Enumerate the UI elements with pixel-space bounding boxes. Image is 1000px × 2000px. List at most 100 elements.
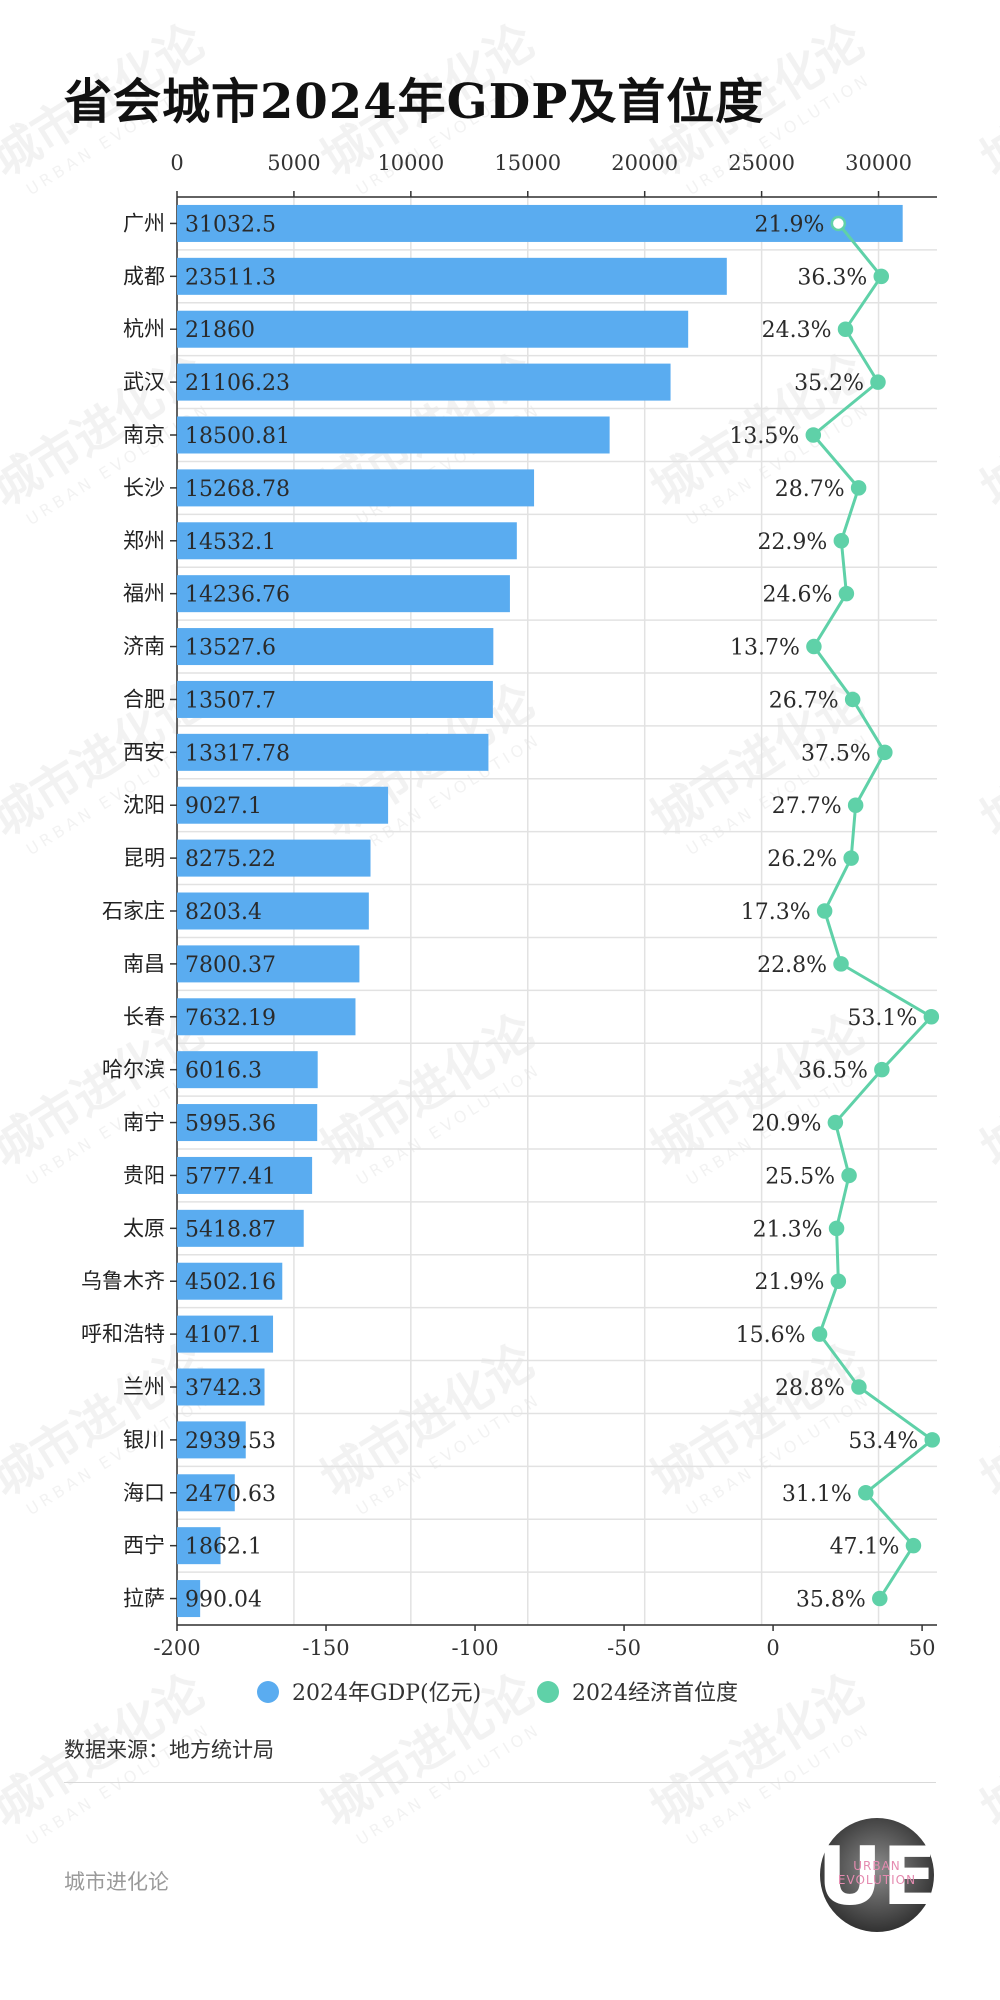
gdp-bar: [177, 1580, 201, 1618]
chart: 0 5000 10000 15000 20000 25000 30000 -200 -150 -1…: [81, 151, 940, 1706]
primacy-point: [833, 533, 850, 549]
category-label: 长沙: [123, 476, 165, 500]
primacy-value-label: 31.1%: [782, 1482, 852, 1507]
top-axis-tick-label: 10000: [377, 151, 444, 175]
gdp-bar: [177, 204, 903, 242]
primacy-value-label: 47.1%: [830, 1535, 900, 1560]
gdp-bar: [177, 522, 517, 560]
category-label: 西安: [123, 740, 165, 764]
primacy-point: [905, 1537, 922, 1554]
top-axis-tick-label: 5000: [267, 151, 320, 175]
primacy-value-label: 13.5%: [729, 424, 799, 449]
category-label: 太原: [123, 1216, 165, 1240]
gdp-bar: [177, 680, 493, 718]
category-label: 沈阳: [123, 793, 165, 817]
bottom-axis-tick-label: 0: [766, 1636, 779, 1660]
primacy-point: [844, 691, 861, 708]
gdp-bar: [177, 1262, 283, 1300]
primacy-point: [851, 1379, 867, 1395]
category-label: 杭州: [123, 317, 165, 341]
gdp-value-label: 1862.1: [185, 1535, 262, 1560]
primacy-point: [833, 956, 849, 972]
gdp-bar: [177, 998, 356, 1036]
primacy-value-label: 36.5%: [798, 1059, 868, 1084]
gdp-bar: [177, 1051, 318, 1089]
primacy-value-label: 26.7%: [769, 688, 839, 713]
primacy-point: [877, 744, 893, 761]
brand-logo: UE URBAN EVOLUTION: [818, 1818, 936, 1932]
gdp-value-label: 5777.41: [185, 1164, 276, 1189]
gdp-value-label: 8275.22: [185, 847, 276, 872]
primacy-point: [923, 1009, 940, 1025]
primacy-value-label: 35.2%: [794, 371, 864, 396]
gdp-bar: [177, 416, 610, 454]
primacy-value-label: 22.9%: [757, 530, 827, 555]
logo-mark: UE: [818, 1830, 936, 1923]
category-label: 长春: [123, 1005, 165, 1029]
primacy-value-label: 24.3%: [762, 318, 832, 343]
gdp-bar: [177, 257, 727, 295]
gdp-bar: [177, 1368, 265, 1406]
gdp-value-label: 2470.63: [185, 1482, 276, 1507]
gdp-value-label: 13527.6: [185, 636, 276, 661]
category-label: 郑州: [123, 529, 165, 553]
primacy-point: [873, 268, 890, 285]
gdp-bar: [177, 1315, 274, 1353]
gdp-bar: [177, 1421, 246, 1459]
category-label: 济南: [123, 635, 165, 659]
primacy-point: [841, 1167, 857, 1184]
category-label: 南京: [123, 423, 165, 447]
primacy-value-label: 20.9%: [751, 1112, 821, 1137]
primacy-value-label: 21.9%: [754, 212, 824, 237]
top-axis-tick-label: 15000: [494, 151, 561, 175]
gdp-value-label: 8203.4: [185, 900, 262, 925]
category-label: 贵阳: [123, 1163, 165, 1187]
gdp-value-label: 5995.36: [185, 1112, 276, 1137]
gdp-value-label: 2939.53: [185, 1429, 276, 1454]
primacy-value-label: 21.3%: [753, 1217, 823, 1242]
category-label: 南昌: [123, 952, 165, 976]
category-label: 呼和浩特: [81, 1322, 165, 1346]
primacy-point: [838, 585, 855, 602]
category-label: 石家庄: [102, 899, 165, 923]
primacy-value-label: 26.2%: [767, 847, 837, 872]
primacy-point: [872, 1590, 888, 1607]
gdp-value-label: 14532.1: [185, 530, 276, 555]
primacy-point: [806, 638, 822, 655]
primacy-value-label: 35.8%: [796, 1588, 866, 1613]
gdp-bar: [177, 786, 389, 824]
primacy-point: [847, 797, 864, 813]
source-note: 数据来源：地方统计局: [64, 1738, 274, 1762]
legend-gdp-swatch: [257, 1681, 279, 1703]
gdp-value-label: 15268.78: [185, 477, 290, 502]
bottom-axis-tick-label: -200: [153, 1636, 200, 1660]
primacy-point: [816, 903, 833, 919]
gdp-bar: [177, 733, 489, 771]
logo-text-1: URBAN: [853, 1859, 901, 1873]
top-axis-tick-label: 0: [170, 151, 183, 175]
primacy-point: [830, 1273, 847, 1289]
primacy-point: [850, 480, 867, 496]
gdp-value-label: 21106.23: [185, 371, 290, 396]
gdp-value-label: 7632.19: [185, 1006, 276, 1031]
primacy-point: [830, 215, 847, 232]
gdp-bar: [177, 892, 369, 930]
logo-circle: [820, 1818, 934, 1932]
gdp-value-label: 13317.78: [185, 741, 290, 766]
gdp-bar: [177, 469, 535, 507]
primacy-value-label: 27.7%: [772, 794, 842, 819]
primacy-point: [843, 850, 859, 866]
primacy-value-label: 25.5%: [765, 1164, 835, 1189]
brand-name: 城市进化论: [64, 1870, 169, 1894]
gdp-bar: [177, 1104, 318, 1142]
category-label: 广州: [123, 211, 165, 235]
category-label: 昆明: [123, 846, 165, 870]
gdp-value-label: 6016.3: [185, 1059, 262, 1084]
top-axis-tick-label: 20000: [611, 151, 678, 175]
primacy-value-label: 53.1%: [847, 1006, 917, 1031]
category-label: 乌鲁木齐: [81, 1269, 165, 1293]
gdp-value-label: 9027.1: [185, 794, 262, 819]
primacy-value-label: 28.7%: [775, 477, 845, 502]
gdp-value-label: 18500.81: [185, 424, 290, 449]
category-label: 南宁: [123, 1111, 165, 1135]
